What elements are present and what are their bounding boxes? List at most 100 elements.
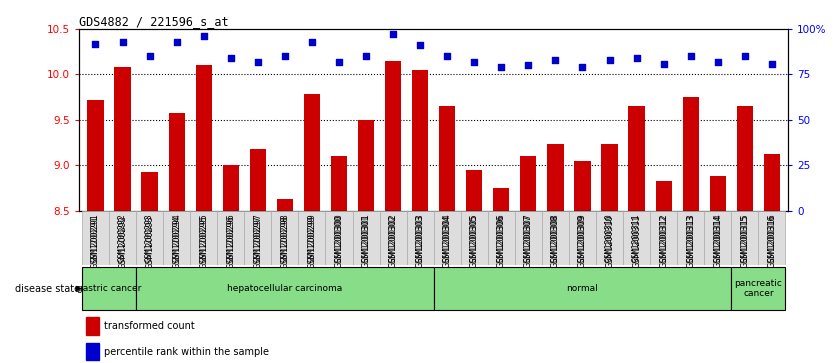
Bar — [114, 67, 131, 211]
FancyBboxPatch shape — [136, 267, 434, 310]
Text: GSM1200311: GSM1200311 — [632, 215, 641, 268]
FancyBboxPatch shape — [82, 211, 109, 265]
Point — [414, 42, 427, 48]
FancyBboxPatch shape — [542, 211, 569, 265]
FancyBboxPatch shape — [271, 211, 299, 265]
FancyBboxPatch shape — [163, 211, 190, 265]
Text: GSM1200296: GSM1200296 — [226, 215, 235, 269]
Text: GSM1200292: GSM1200292 — [118, 215, 127, 269]
FancyBboxPatch shape — [515, 211, 542, 265]
Point — [657, 61, 671, 66]
Text: GSM1200304: GSM1200304 — [443, 215, 452, 268]
Text: GDS4882 / 221596_s_at: GDS4882 / 221596_s_at — [79, 15, 229, 28]
FancyBboxPatch shape — [407, 211, 434, 265]
Bar — [656, 182, 671, 211]
Point — [251, 59, 264, 65]
Text: pancreatic
cancer: pancreatic cancer — [735, 279, 782, 298]
Text: hepatocellular carcinoma: hepatocellular carcinoma — [227, 284, 343, 293]
Text: GSM1200298: GSM1200298 — [280, 215, 289, 269]
Text: GSM1200301: GSM1200301 — [361, 213, 370, 262]
Point — [116, 39, 129, 45]
Text: GSM1200316: GSM1200316 — [767, 215, 776, 268]
Text: gastric cancer: gastric cancer — [77, 284, 141, 293]
Bar — [601, 144, 618, 211]
Bar — [331, 156, 347, 211]
Text: GSM1200292: GSM1200292 — [118, 213, 127, 262]
Bar — [764, 154, 780, 211]
Text: GSM1200308: GSM1200308 — [551, 215, 560, 268]
Text: GSM1200306: GSM1200306 — [497, 215, 506, 268]
Text: GSM1200299: GSM1200299 — [308, 215, 316, 269]
FancyBboxPatch shape — [731, 211, 758, 265]
Text: GSM1200295: GSM1200295 — [199, 215, 208, 269]
Point — [440, 53, 454, 59]
Point — [495, 64, 508, 70]
FancyBboxPatch shape — [488, 211, 515, 265]
Text: GSM1200309: GSM1200309 — [578, 213, 587, 262]
Bar — [304, 94, 320, 211]
Bar — [682, 97, 699, 211]
FancyBboxPatch shape — [353, 211, 379, 265]
Bar — [142, 171, 158, 211]
Bar — [493, 188, 510, 211]
FancyBboxPatch shape — [109, 211, 136, 265]
Point — [305, 39, 319, 45]
Text: GSM1200296: GSM1200296 — [226, 213, 235, 262]
Text: GSM1200306: GSM1200306 — [497, 213, 506, 262]
Point — [684, 53, 697, 59]
Bar — [547, 144, 564, 211]
Text: GSM1200309: GSM1200309 — [578, 215, 587, 268]
FancyBboxPatch shape — [434, 211, 460, 265]
Text: GSM1200307: GSM1200307 — [524, 213, 533, 262]
Point — [224, 55, 238, 61]
Text: GSM1200310: GSM1200310 — [605, 215, 614, 268]
Bar — [223, 165, 239, 211]
Text: GSM1200294: GSM1200294 — [172, 215, 181, 269]
Text: GSM1200294: GSM1200294 — [172, 213, 181, 262]
FancyBboxPatch shape — [217, 211, 244, 265]
Bar — [88, 100, 103, 211]
Bar — [358, 120, 374, 211]
Text: GSM1200312: GSM1200312 — [659, 215, 668, 268]
Text: GSM1200308: GSM1200308 — [551, 213, 560, 262]
Text: GSM1200313: GSM1200313 — [686, 213, 696, 262]
Text: GSM1200291: GSM1200291 — [91, 213, 100, 262]
Text: GSM1200304: GSM1200304 — [443, 213, 452, 262]
FancyBboxPatch shape — [704, 211, 731, 265]
Text: GSM1200300: GSM1200300 — [334, 215, 344, 268]
Point — [170, 39, 183, 45]
Bar — [196, 65, 212, 211]
Text: normal: normal — [566, 284, 598, 293]
Text: GSM1200313: GSM1200313 — [686, 215, 696, 268]
Bar — [249, 149, 266, 211]
Point — [603, 57, 616, 63]
FancyBboxPatch shape — [244, 211, 271, 265]
Text: GSM1200302: GSM1200302 — [389, 213, 398, 262]
Point — [359, 53, 373, 59]
Bar — [385, 61, 401, 211]
Point — [522, 62, 535, 68]
FancyBboxPatch shape — [677, 211, 704, 265]
FancyBboxPatch shape — [623, 211, 651, 265]
FancyBboxPatch shape — [190, 211, 217, 265]
Text: GSM1200315: GSM1200315 — [741, 215, 749, 268]
Point — [575, 64, 589, 70]
Bar — [87, 343, 99, 360]
Point — [766, 61, 779, 66]
Bar — [466, 170, 482, 211]
Text: disease state: disease state — [15, 284, 80, 294]
Bar — [87, 317, 99, 335]
Text: GSM1200303: GSM1200303 — [415, 215, 425, 268]
Point — [386, 32, 399, 37]
Text: GSM1200300: GSM1200300 — [334, 213, 344, 262]
Point — [630, 55, 643, 61]
Text: GSM1200298: GSM1200298 — [280, 213, 289, 262]
Text: GSM1200316: GSM1200316 — [767, 213, 776, 262]
Text: GSM1200299: GSM1200299 — [308, 213, 316, 262]
Bar — [710, 176, 726, 211]
FancyBboxPatch shape — [731, 267, 786, 310]
FancyBboxPatch shape — [460, 211, 488, 265]
Text: GSM1200295: GSM1200295 — [199, 213, 208, 262]
Text: GSM1200293: GSM1200293 — [145, 215, 154, 269]
Text: GSM1200303: GSM1200303 — [415, 213, 425, 262]
